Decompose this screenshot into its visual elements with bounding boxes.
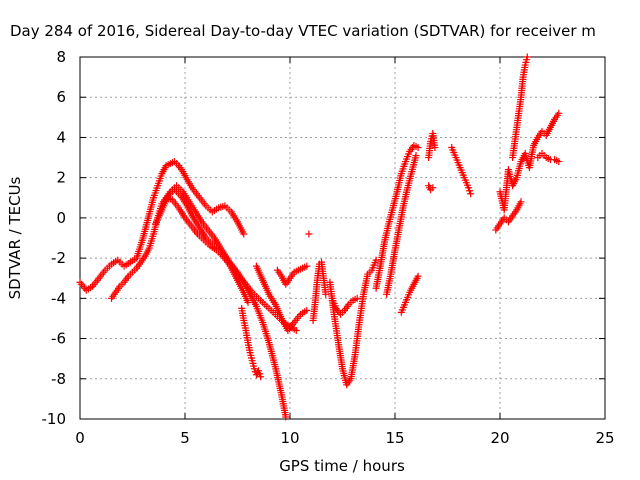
y-tick-label: -10: [42, 410, 67, 428]
data-point: [303, 306, 311, 314]
data-point: [412, 152, 420, 160]
data-point: [250, 365, 258, 373]
data-point: [465, 184, 472, 192]
data-point: [292, 327, 300, 335]
data-point: [244, 298, 252, 306]
data-point: [255, 367, 262, 375]
y-tick-label: 4: [56, 128, 66, 146]
data-point: [240, 230, 248, 238]
plot-frame: [79, 56, 606, 420]
y-tick-label: -8: [51, 370, 66, 388]
x-tick-label: 25: [595, 429, 614, 447]
data-point: [303, 262, 311, 270]
y-tick-label: 2: [56, 169, 66, 187]
data-point: [305, 230, 313, 238]
data-point: [467, 190, 475, 198]
x-tick-label: 10: [280, 429, 299, 447]
y-tick-label: -4: [51, 289, 66, 307]
data-point: [431, 144, 439, 151]
x-axis-label: GPS time / hours: [279, 457, 405, 475]
y-axis: -10 -8 -6 -4 -2 0 2 4 6 8: [42, 48, 605, 428]
data-point: [353, 294, 361, 302]
data-point: [555, 109, 563, 117]
y-axis-label: SDTVAR / TECUs: [6, 176, 24, 299]
x-tick-label: 0: [75, 429, 85, 447]
grid: [80, 57, 605, 419]
x-tick-label: 5: [180, 429, 190, 447]
x-tick-label: 15: [385, 429, 404, 447]
data-point: [414, 144, 422, 151]
data-point: [257, 373, 265, 381]
data-point: [466, 187, 474, 195]
data-point: [429, 184, 437, 192]
data-point: [414, 272, 422, 280]
data-point: [517, 198, 525, 206]
y-tick-label: 6: [56, 88, 66, 106]
y-tick-label: -2: [51, 249, 66, 267]
chart-title: Day 284 of 2016, Sidereal Day-to-day VTE…: [10, 22, 596, 40]
data-points: [76, 53, 563, 421]
y-tick-label: 8: [56, 48, 66, 66]
y-tick-label: -6: [51, 330, 66, 348]
data-point: [282, 413, 290, 421]
data-point: [256, 370, 264, 378]
data-point: [555, 158, 563, 166]
y-tick-label: 0: [56, 209, 66, 227]
data-point: [523, 53, 531, 61]
x-axis: 0 5 10 15 20 25: [75, 57, 615, 447]
x-tick-label: 20: [490, 429, 509, 447]
